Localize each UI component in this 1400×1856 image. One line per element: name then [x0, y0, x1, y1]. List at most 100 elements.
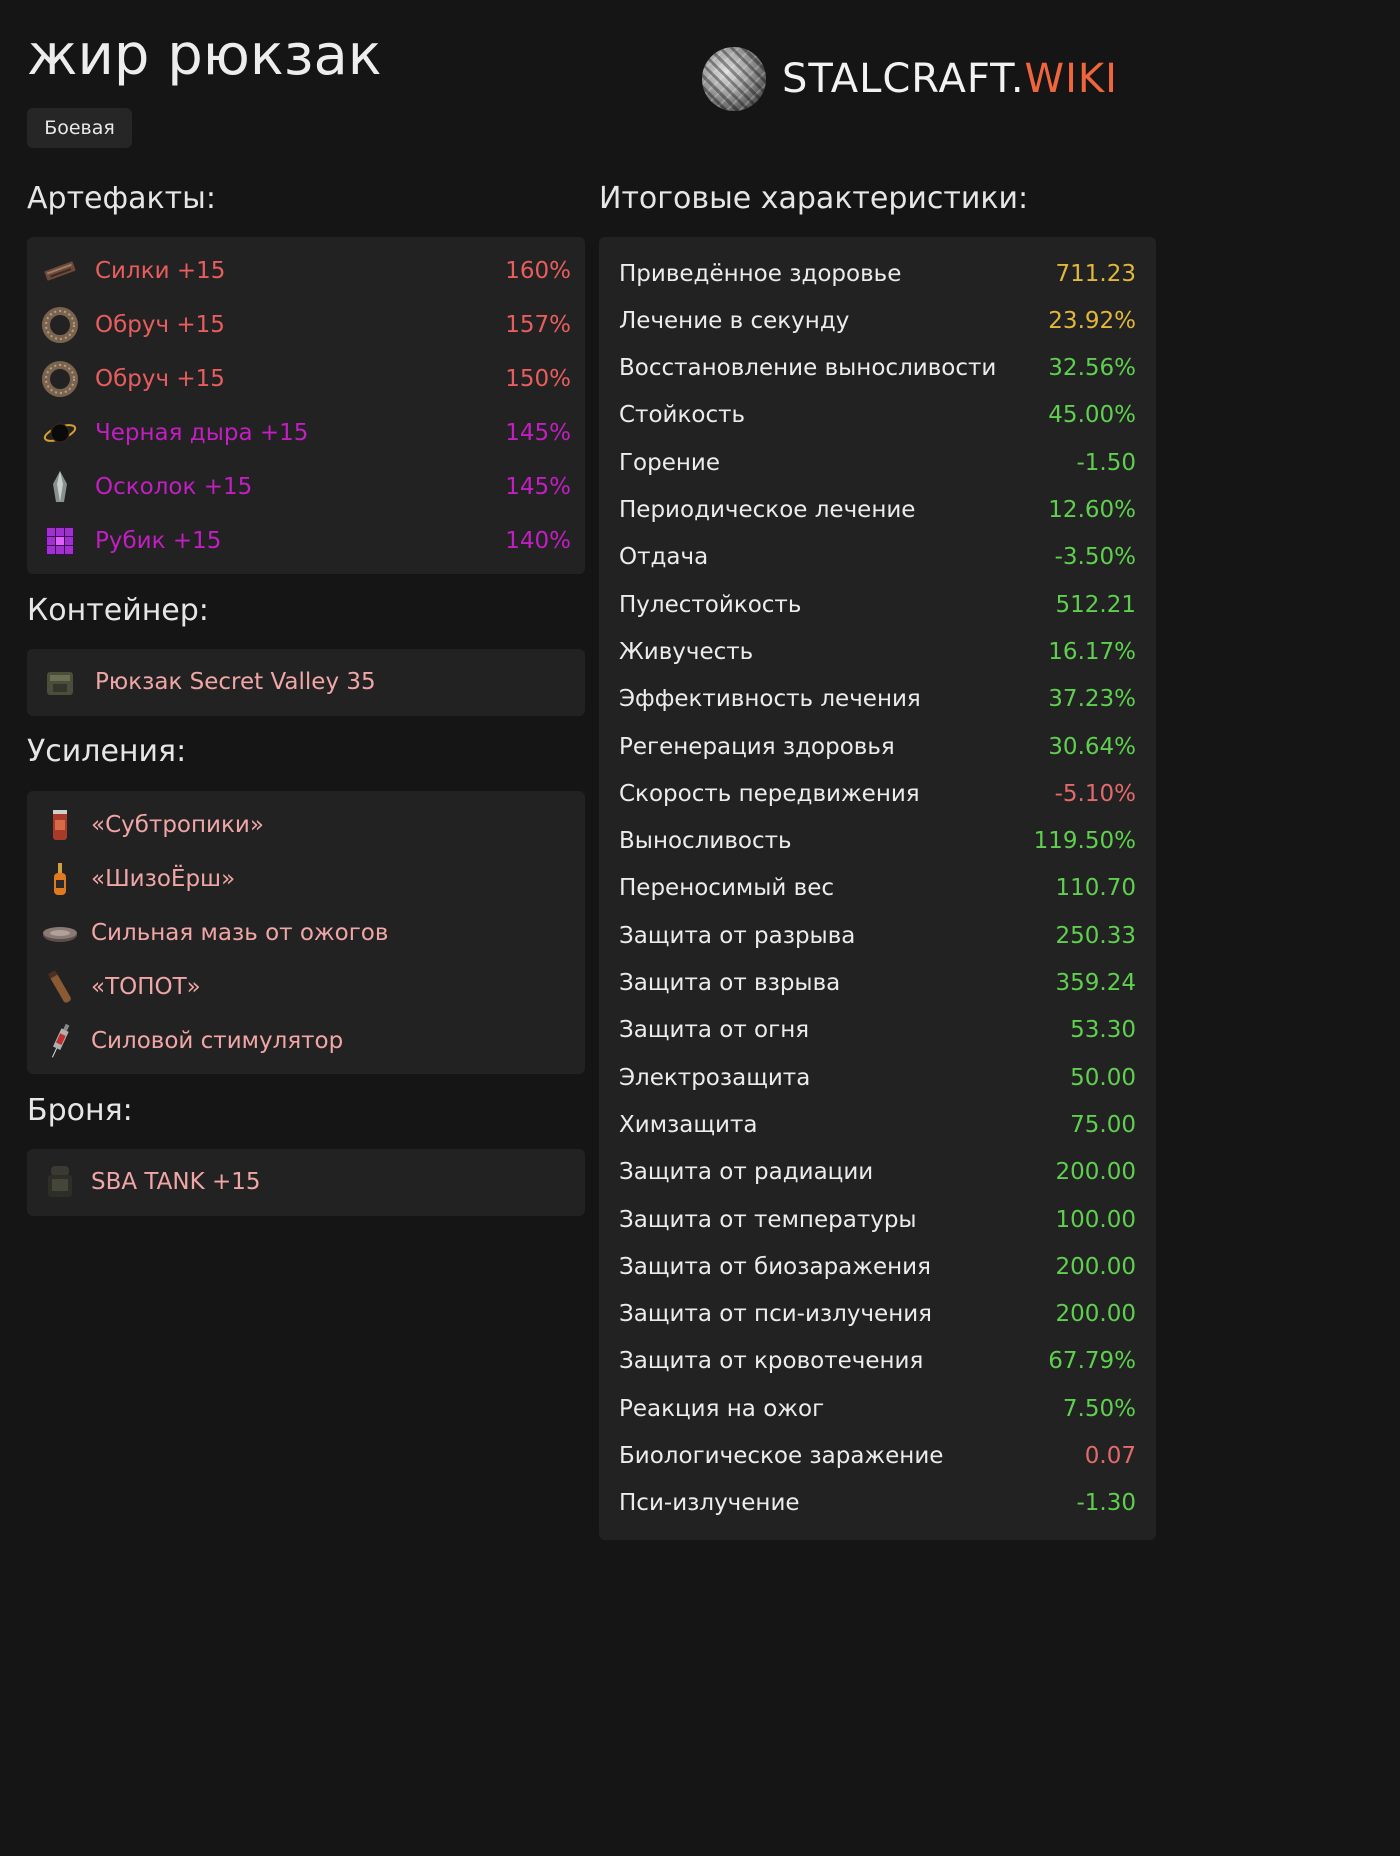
syringe-icon [41, 1022, 79, 1060]
boost-row[interactable]: Сильная мазь от ожогов [27, 906, 585, 960]
artifact-row[interactable]: Обруч +15 157% [27, 298, 585, 352]
stat-label: Скорость передвижения [619, 780, 920, 807]
armor-icon [41, 1163, 79, 1201]
stat-row: Реакция на ожог 7.50% [619, 1385, 1136, 1432]
stat-label: Стойкость [619, 402, 746, 429]
container-row[interactable]: Рюкзак Secret Valley 35 [27, 655, 585, 709]
stat-label: Регенерация здоровья [619, 733, 895, 760]
stat-value: 711.23 [1055, 260, 1136, 287]
stat-label: Защита от огня [619, 1017, 810, 1044]
artifact-percent: 145% [505, 420, 571, 446]
stat-value: 12.60% [1048, 497, 1136, 523]
stat-label: Защита от взрыва [619, 970, 841, 996]
ointment-icon [41, 914, 79, 952]
stat-value: 250.33 [1055, 922, 1136, 949]
stat-row: Пулестойкость 512.21 [619, 581, 1136, 628]
drink-icon [41, 968, 79, 1006]
artifact-row[interactable]: Черная дыра +15 145% [27, 406, 585, 460]
build-tag: Боевая [27, 108, 132, 148]
black-hole-artifact-icon [41, 414, 79, 452]
boost-name: «ТОПОТ» [91, 974, 201, 1000]
stat-label: Лечение в секунду [619, 307, 850, 334]
stat-row: Защита от температуры 100.00 [619, 1196, 1136, 1243]
stat-value: 359.24 [1055, 970, 1136, 996]
stat-label: Защита от биозаражения [619, 1253, 931, 1280]
logo-text: STALCRAFT.WIKI [782, 56, 1118, 102]
artifact-name: Рубик +15 [95, 528, 222, 554]
artifact-percent: 150% [505, 366, 571, 392]
stat-row: Восстановление выносливости 32.56% [619, 345, 1136, 392]
artifact-row[interactable]: Силки +15 160% [27, 244, 585, 298]
stat-label: Приведённое здоровье [619, 260, 902, 287]
stat-value: 110.70 [1055, 875, 1136, 902]
boost-name: «ШизоЁрш» [91, 866, 236, 892]
stat-row: Периодическое лечение 12.60% [619, 487, 1136, 534]
stat-label: Электрозащита [619, 1064, 811, 1091]
stat-label: Пулестойкость [619, 591, 802, 618]
stat-label: Защита от радиации [619, 1159, 874, 1186]
stat-row: Горение -1.50 [619, 439, 1136, 486]
boost-row[interactable]: «ШизоЁрш» [27, 852, 585, 906]
stat-row: Защита от пси-излучения 200.00 [619, 1291, 1136, 1338]
artifact-name: Силки +15 [95, 258, 226, 284]
artifact-name: Осколок +15 [95, 474, 253, 500]
stat-row: Эффективность лечения 37.23% [619, 676, 1136, 723]
boost-row[interactable]: «ТОПОТ» [27, 960, 585, 1014]
artifact-name: Обруч +15 [95, 312, 225, 338]
stat-row: Защита от радиации 200.00 [619, 1149, 1136, 1196]
boosts-panel: «Субтропики» «ШизоЁрш» Сильная мазь от о… [27, 791, 585, 1074]
boost-name: Сильная мазь от ожогов [91, 920, 389, 946]
armor-panel: SBA TANK +15 [27, 1149, 585, 1216]
boost-name: «Субтропики» [91, 812, 264, 838]
bottle-icon [41, 860, 79, 898]
artifact-row[interactable]: Осколок +15 145% [27, 460, 585, 514]
shard-artifact-icon [41, 468, 79, 506]
stat-value: 100.00 [1055, 1206, 1136, 1233]
boost-row[interactable]: «Субтропики» [27, 798, 585, 852]
artifact-row[interactable]: Обруч +15 150% [27, 352, 585, 406]
stat-value: -1.30 [1076, 1490, 1136, 1517]
stat-label: Защита от температуры [619, 1206, 917, 1233]
artifact-percent: 160% [505, 258, 571, 284]
stat-label: Защита от кровотечения [619, 1348, 924, 1375]
can-icon [41, 806, 79, 844]
stat-value: 67.79% [1048, 1348, 1136, 1375]
stat-row: Защита от огня 53.30 [619, 1007, 1136, 1054]
stat-value: 512.21 [1055, 591, 1136, 618]
stat-value: 50.00 [1070, 1064, 1136, 1091]
stat-label: Восстановление выносливости [619, 355, 997, 382]
boosts-heading: Усиления: [27, 734, 187, 769]
stat-row: Защита от кровотечения 67.79% [619, 1338, 1136, 1385]
stat-value: 53.30 [1070, 1017, 1136, 1044]
stat-label: Живучесть [619, 638, 754, 665]
stat-row: Защита от биозаражения 200.00 [619, 1243, 1136, 1290]
stat-label: Горение [619, 449, 720, 476]
stat-label: Защита от пси-излучения [619, 1301, 933, 1328]
boost-row[interactable]: Силовой стимулятор [27, 1014, 585, 1068]
stat-row: Отдача -3.50% [619, 534, 1136, 581]
stalcraft-wiki-logo[interactable]: STALCRAFT.WIKI [702, 47, 1118, 111]
stat-row: Лечение в секунду 23.92% [619, 297, 1136, 344]
stat-label: Выносливость [619, 828, 792, 855]
stat-value: 200.00 [1055, 1301, 1136, 1328]
stat-row: Защита от разрыва 250.33 [619, 912, 1136, 959]
stat-label: Реакция на ожог [619, 1395, 825, 1422]
artifact-percent: 157% [505, 312, 571, 338]
armor-row[interactable]: SBA TANK +15 [27, 1155, 585, 1209]
artifact-percent: 145% [505, 474, 571, 500]
artifacts-panel: Силки +15 160% Обруч +15 157% Обруч +15 … [27, 237, 585, 574]
artifact-name: Обруч +15 [95, 366, 225, 392]
container-name: Рюкзак Secret Valley 35 [95, 669, 376, 695]
artifact-name: Черная дыра +15 [95, 420, 309, 446]
stat-value: -3.50% [1054, 544, 1136, 571]
stat-label: Биологическое заражение [619, 1443, 944, 1469]
stat-value: 37.23% [1048, 686, 1136, 713]
stat-row: Защита от взрыва 359.24 [619, 960, 1136, 1007]
stat-value: 7.50% [1062, 1395, 1136, 1422]
stat-value: 30.64% [1048, 733, 1136, 760]
hoop-artifact-icon [41, 306, 79, 344]
stat-row: Химзащита 75.00 [619, 1101, 1136, 1148]
artifact-row[interactable]: Рубик +15 140% [27, 514, 585, 568]
stat-value: 16.17% [1048, 638, 1136, 665]
container-heading: Контейнер: [27, 593, 209, 628]
